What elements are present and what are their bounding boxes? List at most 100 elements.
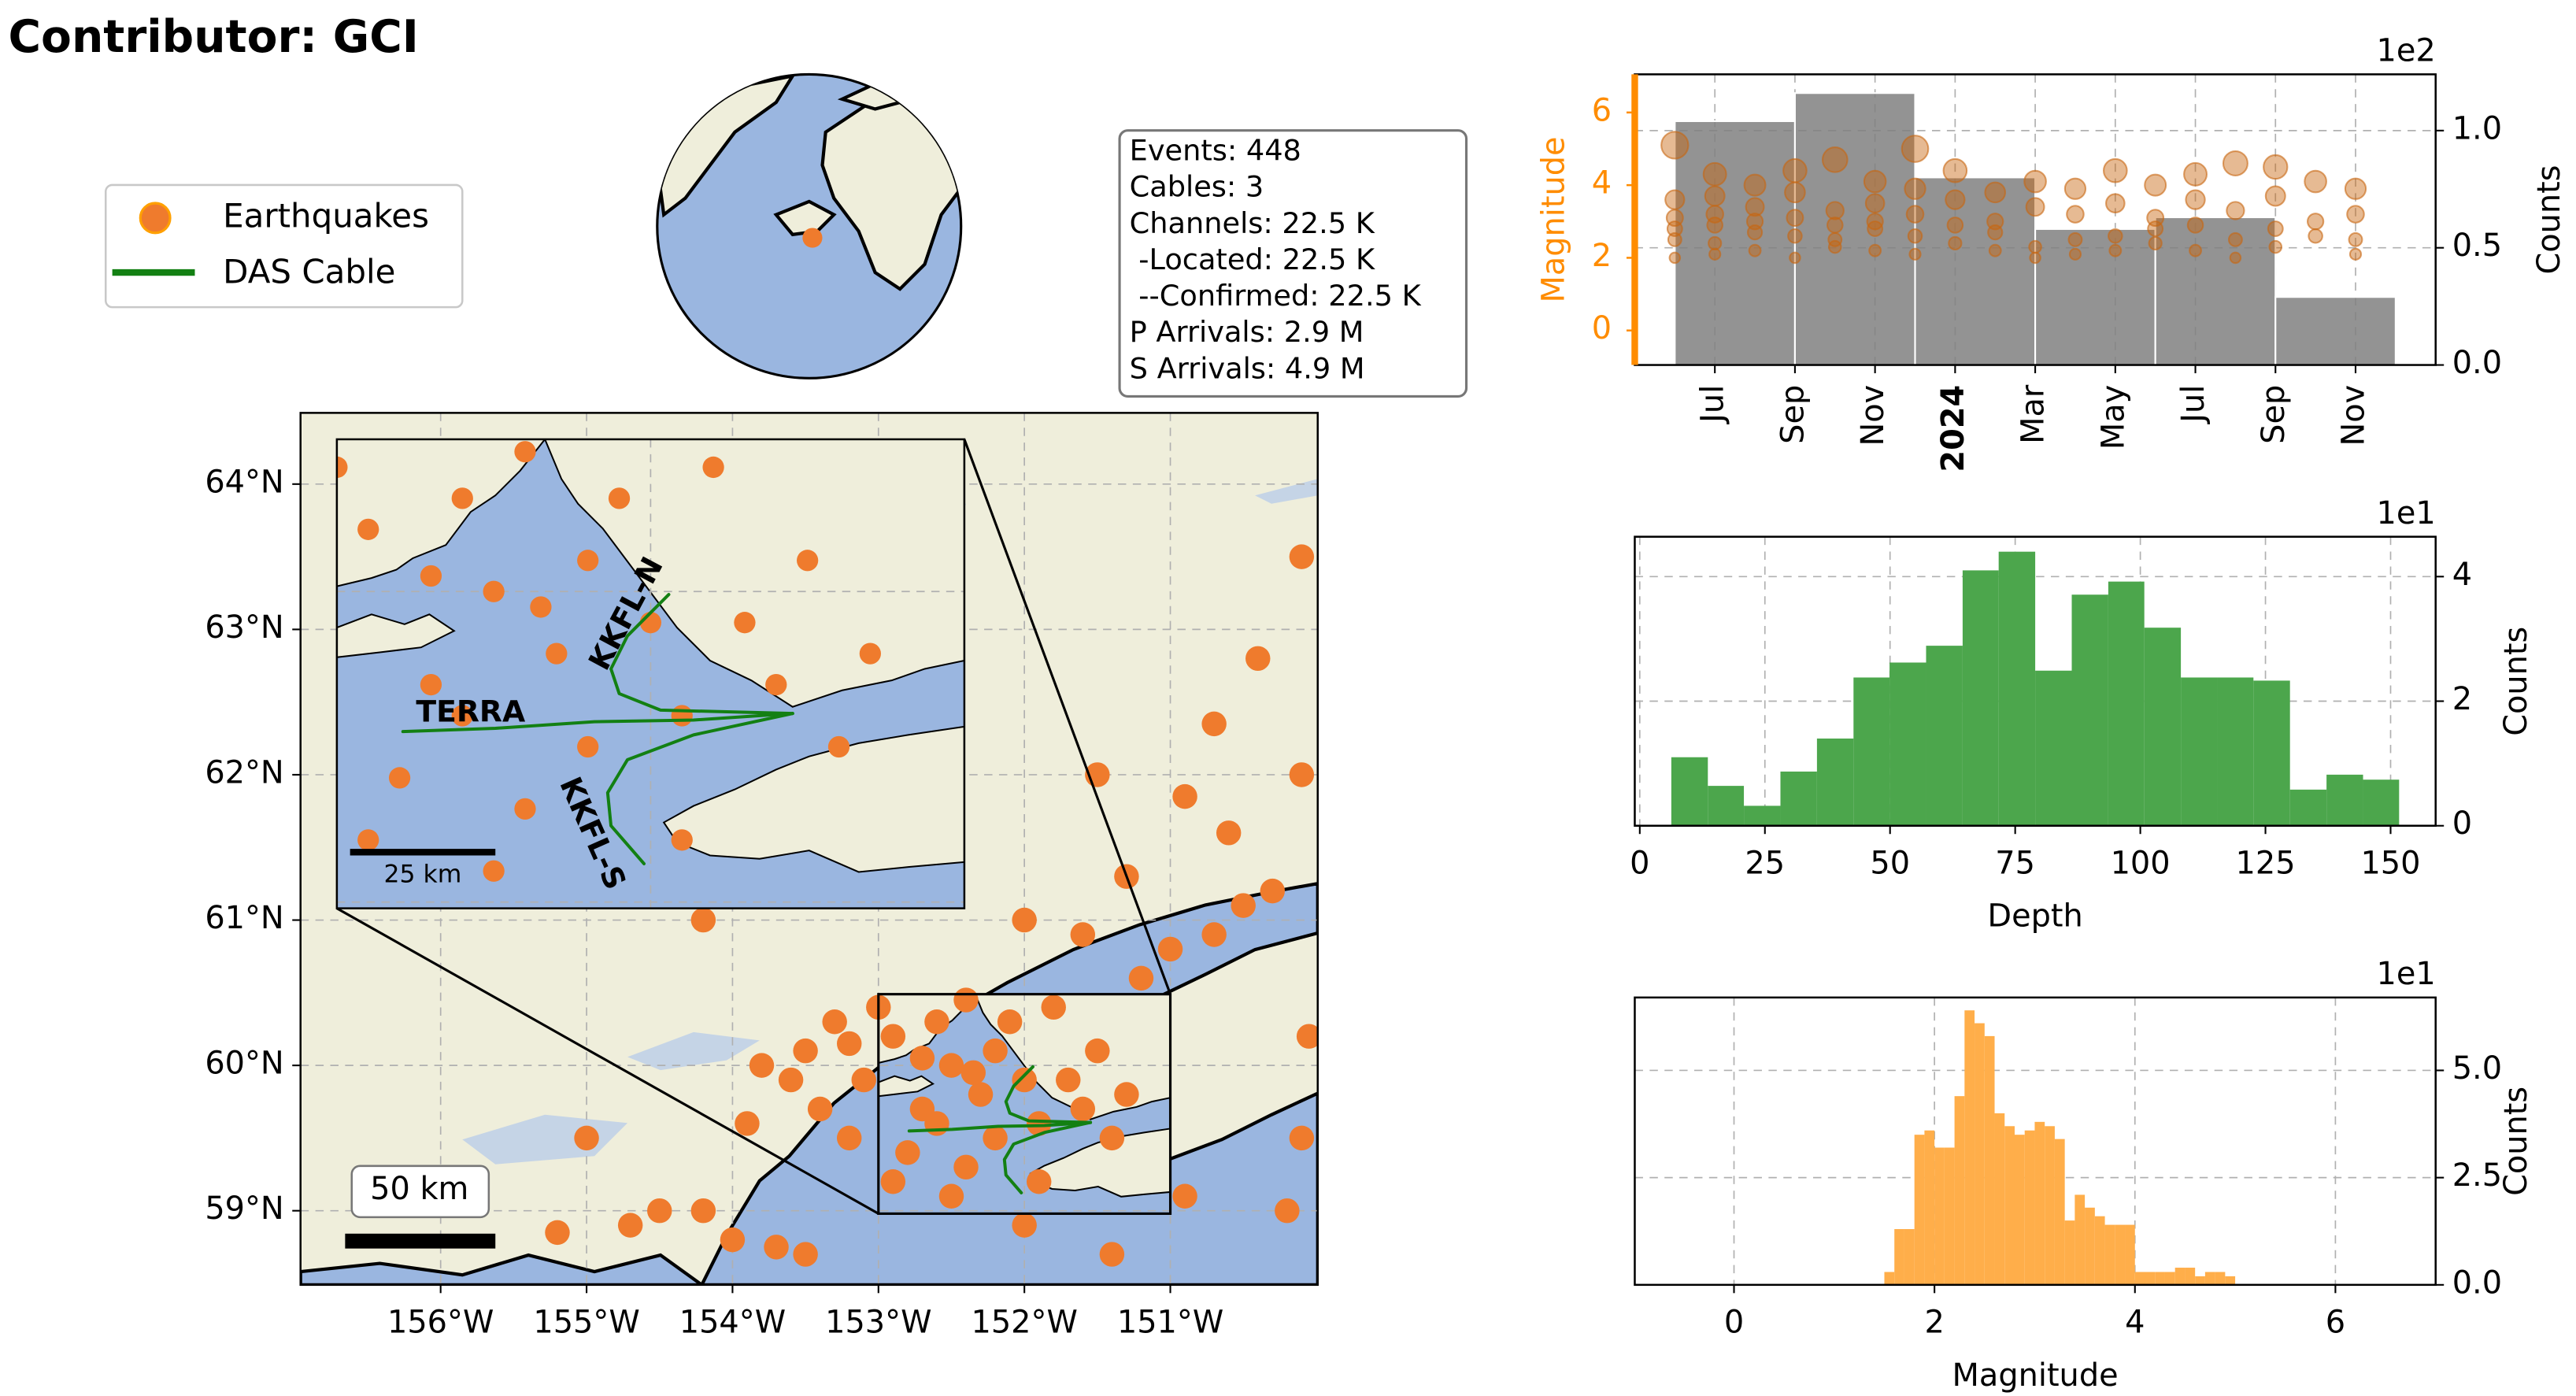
histogram-bar xyxy=(1944,1147,1955,1285)
y2-tick-label: 1.0 xyxy=(2452,110,2502,146)
x-tick-label: May xyxy=(2095,385,2131,450)
histogram-bar xyxy=(2217,677,2254,826)
earthquake xyxy=(264,534,285,555)
y-tick-label: 64°N xyxy=(205,464,283,500)
x-tick-label: Nov xyxy=(1855,385,1891,446)
x-tick-label: Sep xyxy=(2256,385,2292,444)
scale-label-box xyxy=(350,1165,490,1219)
y-tick-label: 6 xyxy=(1592,92,1612,128)
magnitude-point xyxy=(1864,193,1886,214)
earthquake xyxy=(671,829,693,851)
earthquake xyxy=(1012,1067,1037,1093)
histogram-bar xyxy=(1964,1010,1975,1285)
earthquake xyxy=(647,1198,672,1224)
earthquake xyxy=(1275,1198,1300,1224)
histogram-bar xyxy=(2253,680,2290,826)
histogram-bar xyxy=(2054,1139,2065,1285)
scale-bar xyxy=(350,849,496,856)
earthquake xyxy=(1289,1125,1315,1151)
earthquake xyxy=(1041,994,1066,1020)
inset-connector xyxy=(963,439,1172,995)
earthquake xyxy=(545,1220,570,1246)
earthquake xyxy=(793,1242,818,1267)
magnitude-point xyxy=(1704,185,1726,207)
y-tick-label: 4 xyxy=(2452,557,2472,593)
x-tick-label: 156°W xyxy=(387,1305,494,1341)
legend-label: DAS Cable xyxy=(223,253,395,291)
earthquake xyxy=(1216,820,1242,846)
earthquake xyxy=(1260,878,1286,904)
earthquake xyxy=(1056,1067,1081,1093)
histogram-bar xyxy=(2115,1224,2126,1285)
earthquake xyxy=(822,1009,847,1035)
histogram-bar xyxy=(2125,1224,2135,1285)
earthquake xyxy=(483,860,505,882)
earthquake xyxy=(671,705,693,727)
histogram-bar xyxy=(2195,1276,2205,1285)
count-bar xyxy=(2154,216,2277,366)
histogram-bar xyxy=(1780,771,1817,826)
earthquake xyxy=(807,1096,833,1122)
histogram-bar xyxy=(2144,628,2182,826)
earthquake xyxy=(357,518,379,540)
earthquake xyxy=(1070,922,1096,947)
magnitude-point xyxy=(2229,251,2242,265)
earthquake xyxy=(859,642,881,665)
x-tick-label: Sep xyxy=(1775,385,1811,444)
earthquake xyxy=(1012,907,1037,933)
earthquake xyxy=(827,735,850,758)
y-tick-label: 0 xyxy=(2452,805,2472,842)
magnitude-point xyxy=(2105,193,2126,214)
histogram-bar xyxy=(2085,1207,2095,1285)
earthquake xyxy=(201,674,222,695)
earthquake xyxy=(1201,922,1227,947)
histogram-bar xyxy=(1894,1229,1904,1285)
count-bar xyxy=(1674,120,1796,366)
y2-offset: 1e2 xyxy=(2376,33,2435,69)
magnitude-point xyxy=(1987,224,2004,241)
magnitude-point xyxy=(1743,173,1767,197)
magnitude-point xyxy=(1942,157,1968,183)
histogram-bar xyxy=(2326,774,2363,826)
x-tick-label: 4 xyxy=(2125,1305,2145,1341)
y-tick-label: 59°N xyxy=(205,1190,283,1227)
earthquake xyxy=(336,456,348,479)
y2-tick-label: 0.5 xyxy=(2452,228,2502,264)
magnitude-point xyxy=(1745,197,1765,217)
y-tick-label: 0 xyxy=(1592,310,1612,346)
earthquake xyxy=(1172,1183,1197,1209)
magnitude-point xyxy=(2226,201,2245,220)
magnitude-point xyxy=(1708,247,1722,261)
x-tick-label: 0 xyxy=(1724,1305,1744,1341)
magnitude-point xyxy=(1782,157,1808,183)
histogram-bar xyxy=(1816,738,1854,826)
earthquake xyxy=(983,1038,1008,1064)
earthquake xyxy=(1099,1242,1125,1267)
histogram-bar xyxy=(2045,1126,2055,1285)
y-tick-label: 63°N xyxy=(205,609,283,646)
earthquake xyxy=(836,1125,862,1151)
histogram-bar xyxy=(2155,1272,2165,1285)
y-tick-label: 2 xyxy=(2452,681,2472,717)
magnitude-point xyxy=(2348,231,2363,247)
histogram-bar xyxy=(2104,1224,2115,1285)
histogram-bar xyxy=(2204,1272,2215,1285)
earthquake xyxy=(953,987,979,1013)
earthquake xyxy=(577,550,599,572)
x-tick-label: 6 xyxy=(2326,1305,2345,1341)
earthquake xyxy=(1012,1213,1037,1238)
histogram-bar xyxy=(1671,757,1708,826)
earthquake xyxy=(1026,1111,1052,1136)
earthquake xyxy=(530,596,552,618)
axes-frame xyxy=(1634,535,2437,827)
earthquake xyxy=(514,798,536,820)
count-bar xyxy=(2034,228,2156,366)
magnitude-point xyxy=(1946,217,1964,234)
magnitude-point xyxy=(1666,220,1683,237)
magnitude-point xyxy=(2189,243,2202,257)
earthquake xyxy=(617,1213,643,1238)
earthquake xyxy=(420,565,442,587)
earthquake xyxy=(640,270,661,291)
x-axis-label: Magnitude xyxy=(1952,1357,2119,1394)
info-line: S Arrivals: 4.9 M xyxy=(1130,351,1365,385)
